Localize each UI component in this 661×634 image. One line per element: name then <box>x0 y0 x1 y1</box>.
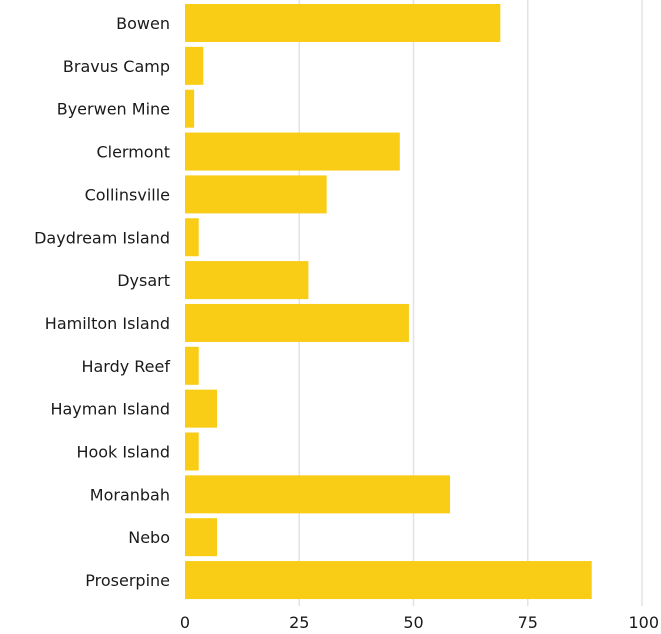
gridlines <box>298 0 643 606</box>
category-label: Bravus Camp <box>63 57 170 76</box>
bar <box>185 218 199 257</box>
category-label: Hardy Reef <box>81 357 170 376</box>
category-label: Clermont <box>96 143 170 162</box>
category-label: Hayman Island <box>50 400 170 419</box>
bar <box>185 389 217 428</box>
bar <box>185 432 199 471</box>
bar <box>185 561 592 600</box>
bars <box>185 4 592 600</box>
bar <box>185 261 309 300</box>
category-label: Nebo <box>128 528 170 547</box>
x-tick-label: 100 <box>628 613 659 632</box>
x-tick-label: 50 <box>403 613 423 632</box>
bar <box>185 89 195 128</box>
bar <box>185 46 204 85</box>
bar <box>185 346 199 385</box>
bar <box>185 132 400 171</box>
x-tick-label: 75 <box>518 613 538 632</box>
category-label: Hamilton Island <box>45 314 170 333</box>
category-label: Byerwen Mine <box>57 100 170 119</box>
x-tick-label: 25 <box>289 613 309 632</box>
category-labels: Bowen Bravus Camp Byerwen Mine Clermont Coll… <box>34 14 170 590</box>
category-label: Dysart <box>117 271 170 290</box>
category-label: Bowen <box>116 14 170 33</box>
x-tick-label: 0 <box>180 613 190 632</box>
bar <box>185 475 451 514</box>
category-label: Hook Island <box>76 443 170 462</box>
category-label: Collinsville <box>85 185 170 204</box>
bar <box>185 303 409 342</box>
category-label: Proserpine <box>85 571 170 590</box>
bar <box>185 518 217 557</box>
x-axis-tick-labels: 0 25 50 75 100 <box>180 613 659 632</box>
bar <box>185 175 327 214</box>
category-label: Daydream Island <box>34 228 170 247</box>
bar <box>185 4 501 42</box>
category-label: Moranbah <box>90 485 170 504</box>
